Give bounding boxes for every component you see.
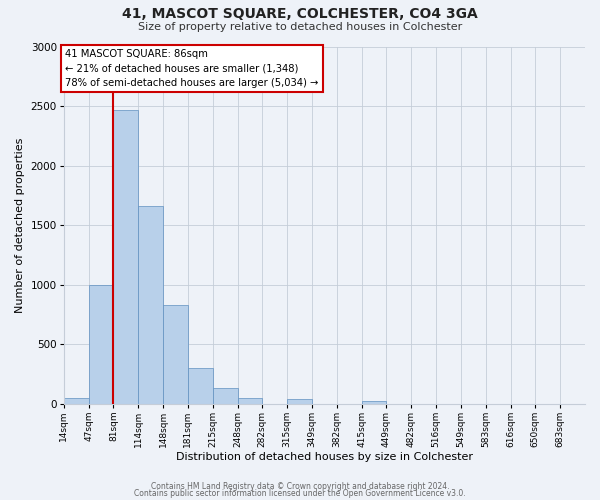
Bar [362,401,386,404]
Bar [89,284,113,404]
Text: Contains HM Land Registry data © Crown copyright and database right 2024.: Contains HM Land Registry data © Crown c… [151,482,449,491]
Bar [238,398,262,404]
Text: Size of property relative to detached houses in Colchester: Size of property relative to detached ho… [138,22,462,32]
Bar [163,305,188,404]
Y-axis label: Number of detached properties: Number of detached properties [15,138,25,313]
Text: 41 MASCOT SQUARE: 86sqm
← 21% of detached houses are smaller (1,348)
78% of semi: 41 MASCOT SQUARE: 86sqm ← 21% of detache… [65,49,319,88]
Bar [113,110,138,404]
Bar [188,368,212,404]
Bar [212,388,238,404]
Bar [138,206,163,404]
Text: 41, MASCOT SQUARE, COLCHESTER, CO4 3GA: 41, MASCOT SQUARE, COLCHESTER, CO4 3GA [122,8,478,22]
X-axis label: Distribution of detached houses by size in Colchester: Distribution of detached houses by size … [176,452,473,462]
Text: Contains public sector information licensed under the Open Government Licence v3: Contains public sector information licen… [134,490,466,498]
Bar [64,398,89,404]
Bar [287,399,312,404]
